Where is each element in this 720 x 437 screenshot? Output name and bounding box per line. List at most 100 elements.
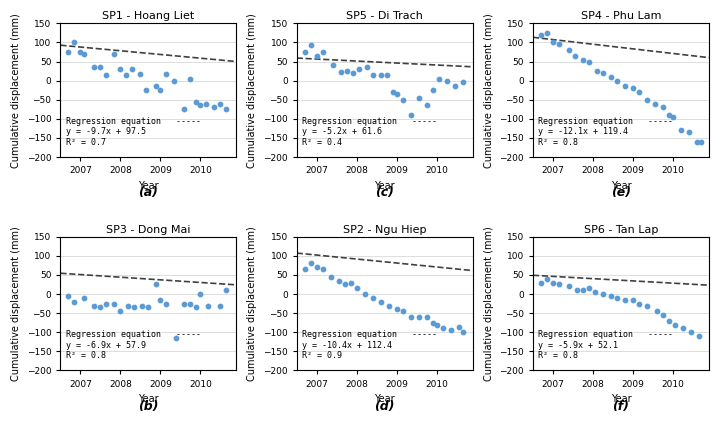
Text: Regression equation   -----
y = -5.2x + 61.6
R² = 0.4: Regression equation ----- y = -5.2x + 61… [302, 117, 437, 147]
Point [367, 295, 379, 302]
Y-axis label: Cumulative displacement (mm): Cumulative displacement (mm) [11, 226, 21, 381]
Text: (b): (b) [138, 400, 158, 413]
Point [583, 285, 595, 292]
Point [657, 312, 669, 319]
Point [168, 77, 180, 84]
Point [413, 313, 424, 320]
Point [68, 39, 80, 46]
Point [94, 64, 106, 71]
Point [541, 29, 553, 36]
Point [155, 87, 166, 94]
Point [89, 64, 100, 71]
Point [453, 323, 464, 330]
Point [611, 77, 623, 84]
Point [693, 333, 705, 340]
Point [339, 281, 351, 288]
Point [327, 62, 338, 69]
Point [547, 39, 559, 46]
Text: Regression equation   -----
y = -10.4x + 112.4
R² = 0.9: Regression equation ----- y = -10.4x + 1… [302, 330, 437, 360]
Point [547, 279, 559, 286]
Point [194, 291, 206, 298]
Point [619, 296, 631, 303]
Point [413, 94, 424, 101]
Point [325, 274, 336, 281]
Point [179, 300, 190, 307]
Point [391, 306, 402, 313]
Point [685, 329, 697, 336]
Point [611, 295, 623, 302]
Point [184, 75, 196, 82]
Point [383, 302, 395, 309]
Point [669, 321, 680, 328]
X-axis label: Year: Year [611, 180, 631, 191]
Point [375, 71, 387, 78]
Point [333, 277, 344, 284]
Point [317, 266, 328, 273]
Point [683, 129, 695, 136]
Point [299, 49, 310, 55]
Point [591, 68, 603, 75]
Point [89, 302, 100, 309]
Point [109, 300, 120, 307]
Point [405, 111, 416, 118]
Point [691, 138, 703, 145]
Point [184, 300, 196, 307]
Point [201, 100, 212, 107]
Point [375, 298, 387, 305]
Point [563, 283, 575, 290]
Point [606, 73, 617, 80]
Point [121, 71, 132, 78]
Point [114, 308, 126, 315]
Point [94, 304, 106, 311]
X-axis label: Year: Year [374, 394, 395, 404]
Y-axis label: Cumulative displacement (mm): Cumulative displacement (mm) [11, 13, 21, 167]
Text: Regression equation   -----
y = -9.7x + 97.5
R² = 0.7: Regression equation ----- y = -9.7x + 97… [66, 117, 201, 147]
Point [633, 89, 644, 96]
Point [553, 281, 564, 288]
Point [155, 296, 166, 303]
Point [140, 87, 152, 94]
Point [381, 71, 392, 78]
Point [405, 313, 416, 320]
Point [143, 304, 154, 311]
Point [75, 49, 86, 55]
Point [642, 96, 653, 103]
Point [627, 296, 639, 303]
Text: (d): (d) [374, 400, 395, 413]
Point [619, 83, 631, 90]
Point [667, 114, 679, 121]
Point [122, 302, 134, 309]
Point [589, 289, 600, 296]
Point [583, 58, 595, 65]
Point [457, 329, 469, 336]
X-axis label: Year: Year [611, 394, 631, 404]
Title: SP4 - Phu Lam: SP4 - Phu Lam [581, 11, 661, 21]
Point [695, 138, 706, 145]
Point [150, 281, 162, 288]
Point [63, 49, 74, 55]
Point [427, 87, 438, 94]
Point [78, 50, 90, 57]
Point [649, 100, 661, 107]
Point [449, 83, 460, 90]
Point [317, 49, 328, 55]
Point [627, 85, 639, 92]
Text: (a): (a) [138, 187, 158, 200]
Text: (c): (c) [375, 187, 394, 200]
Point [457, 78, 469, 85]
Point [563, 46, 575, 53]
Point [171, 334, 182, 341]
Point [220, 106, 232, 113]
Y-axis label: Cumulative displacement (mm): Cumulative displacement (mm) [248, 226, 258, 381]
X-axis label: Year: Year [138, 180, 158, 191]
Point [359, 291, 371, 298]
Point [675, 127, 687, 134]
Point [663, 111, 675, 118]
Point [597, 69, 608, 76]
Point [215, 100, 226, 107]
Point [433, 75, 444, 82]
Point [311, 264, 323, 271]
Point [101, 71, 112, 78]
Point [101, 300, 112, 307]
Point [215, 302, 226, 309]
